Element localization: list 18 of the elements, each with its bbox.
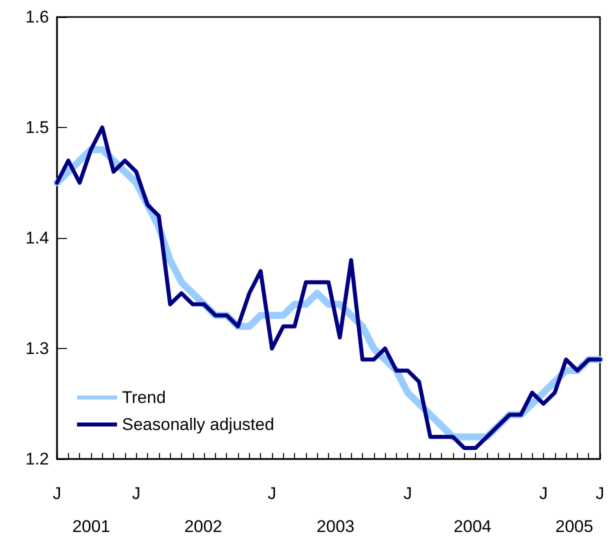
text: 2004: [454, 517, 492, 536]
text: 2002: [184, 517, 222, 536]
x-tick-label: J: [268, 484, 276, 503]
y-tick-label: 1.2: [25, 450, 49, 468]
y-tick-label: 1.3: [25, 339, 49, 358]
x-tick-label: J: [596, 484, 604, 503]
legend-label: Seasonally adjusted: [122, 415, 274, 434]
x-tick-label: J: [52, 484, 62, 503]
y-tick-label: 1.4: [25, 228, 49, 248]
x-tick-label: J: [539, 484, 548, 503]
text: 2003: [316, 517, 355, 536]
legend-label: Trend: [122, 388, 166, 407]
text: 2001: [72, 517, 110, 536]
text: 2005: [555, 517, 594, 536]
y-tick-label: 1.5: [25, 118, 49, 137]
y-tick-label: 1.6: [25, 8, 49, 26]
x-tick-label: J: [403, 484, 412, 503]
x-tick-label: J: [132, 484, 140, 503]
